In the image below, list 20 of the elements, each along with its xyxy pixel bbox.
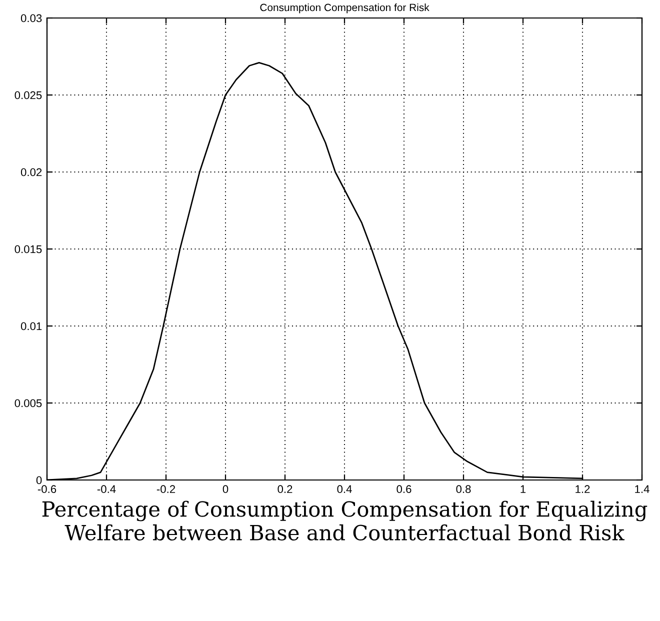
x-tick-label: -0.6 — [38, 485, 56, 494]
x-tick-label: 1 — [520, 485, 526, 493]
y-tick-label: 0.015 — [14, 245, 42, 254]
chart-title: Consumption Compensation for Risk — [260, 4, 430, 14]
x-axis-title: Percentage of Consumption Compensation for Equalizing Welfare between Base and Counterfactual Bond Risk — [42, 500, 648, 541]
y-tick-label: 0.01 — [20, 322, 42, 330]
y-tick-label: 0.02 — [20, 168, 42, 176]
y-tick-label: 0.03 — [20, 14, 42, 22]
x-tick-label: 1.2 — [576, 485, 590, 493]
x-tick-label: 0.8 — [456, 485, 471, 494]
x-tick-label: 0.6 — [396, 485, 412, 494]
x-tick-label: 1.4 — [635, 485, 650, 493]
y-tick-label: 0.025 — [14, 91, 42, 100]
y-tick-label: 0.005 — [14, 399, 42, 408]
x-tick-label: 0.4 — [337, 485, 352, 494]
x-tick-label: 0 — [222, 485, 228, 494]
x-tick-label: 0.2 — [278, 485, 292, 494]
x-tick-label: -0.4 — [97, 485, 116, 494]
x-tick-label: -0.2 — [156, 485, 176, 494]
y-tick-label: 0 — [36, 476, 42, 484]
